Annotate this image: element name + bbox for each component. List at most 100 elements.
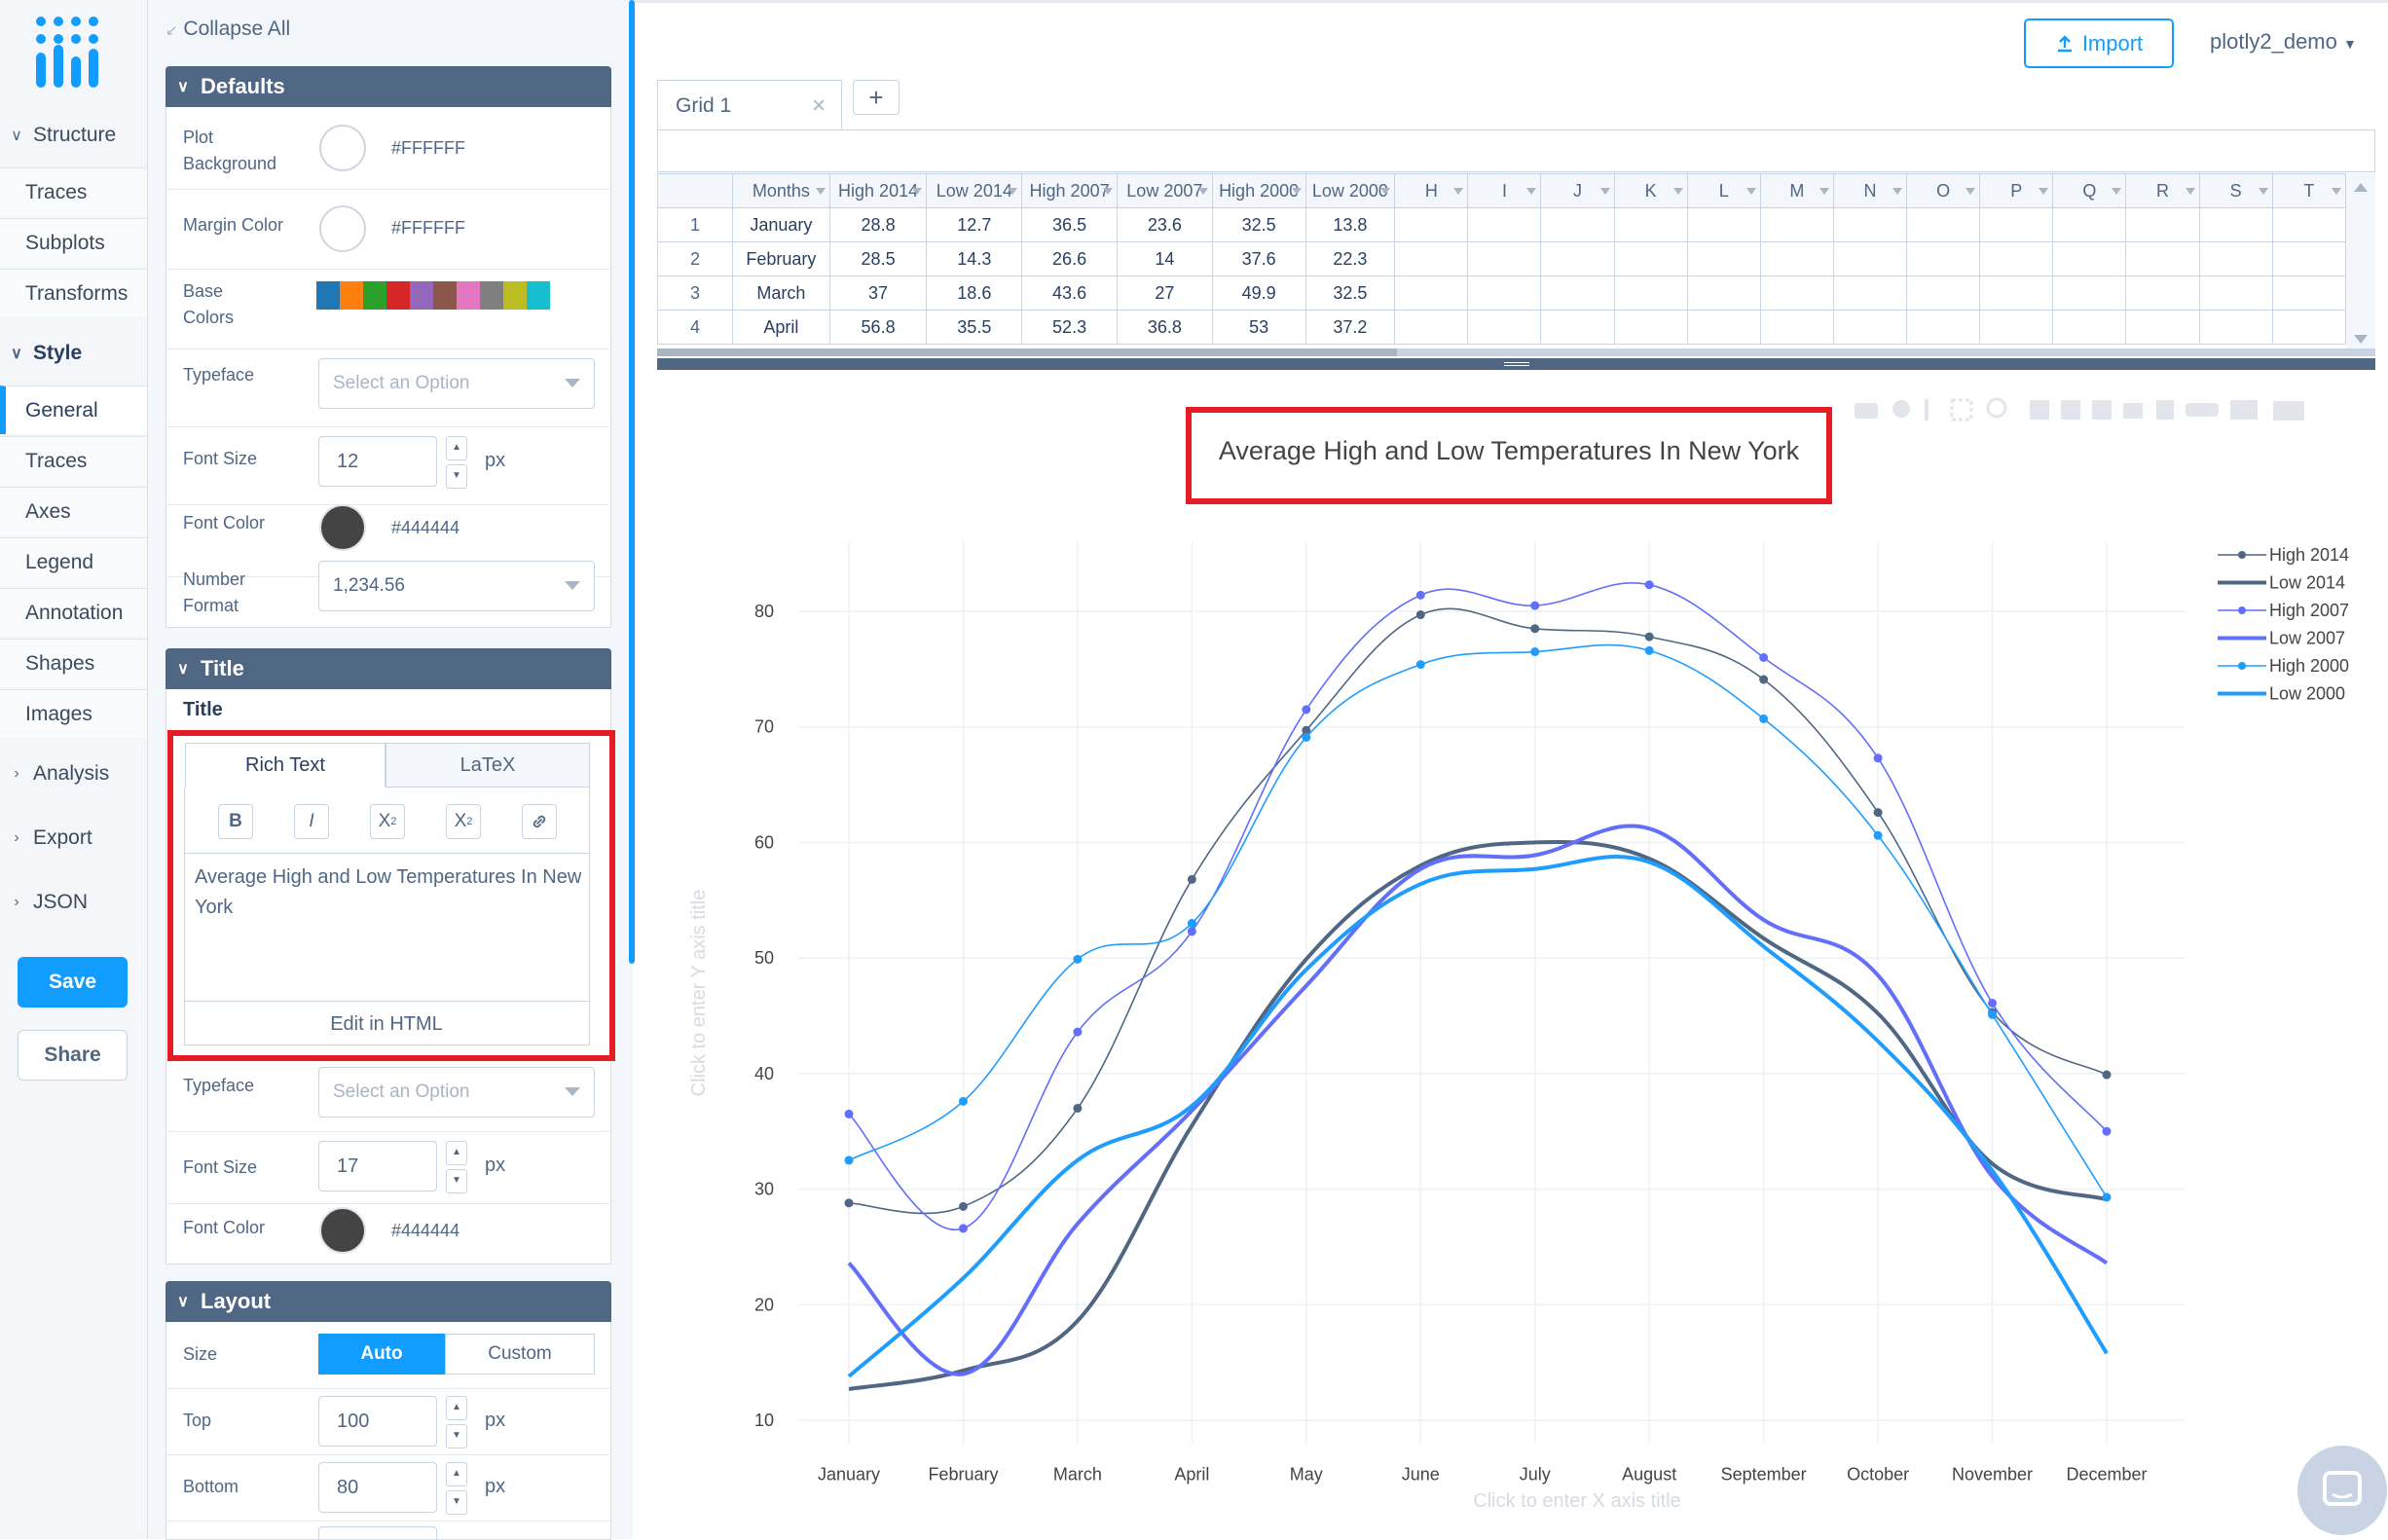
plotly-logo-icon[interactable] — [29, 14, 117, 92]
legend-item[interactable]: Low 2007 — [2218, 629, 2345, 648]
data-point[interactable] — [1073, 1103, 1083, 1113]
caret-down-icon[interactable] — [1197, 188, 1208, 195]
row-number[interactable]: 4 — [657, 310, 734, 345]
typeface-select[interactable]: Select an Option — [318, 358, 595, 409]
table-cell[interactable] — [1394, 207, 1469, 242]
table-cell[interactable] — [2125, 241, 2200, 276]
nav-item-images[interactable]: Images — [0, 689, 147, 738]
plot-background-swatch[interactable] — [319, 125, 366, 171]
table-cell[interactable] — [1832, 310, 1908, 345]
table-cell[interactable] — [1467, 241, 1542, 276]
data-point[interactable] — [1644, 645, 1654, 655]
column-header[interactable]: S — [2198, 173, 2273, 208]
collapse-all-button[interactable]: ↙ Collapse All — [165, 18, 290, 41]
data-point[interactable] — [1759, 675, 1769, 684]
grid-tab[interactable]: Grid 1 × — [657, 80, 842, 130]
import-button[interactable]: Import — [2024, 18, 2174, 68]
share-button[interactable]: Share — [18, 1030, 128, 1081]
table-cell[interactable] — [1832, 275, 1908, 311]
table-cell[interactable] — [1979, 275, 2054, 311]
chart-legend[interactable]: High 2014 Low 2014 High 2007 Low 2007 High 2… — [2218, 545, 2349, 704]
nav-section-structure[interactable]: ∨ Structure — [0, 111, 147, 160]
data-point[interactable] — [1759, 652, 1769, 662]
data-point[interactable] — [1415, 660, 1425, 670]
table-cell[interactable]: February — [732, 241, 830, 276]
bottom-margin-input[interactable]: 80 — [318, 1462, 437, 1513]
data-point[interactable] — [1073, 954, 1083, 964]
table-cell[interactable]: 22.3 — [1304, 241, 1396, 276]
caret-down-icon[interactable] — [2112, 188, 2122, 195]
data-point[interactable] — [1073, 1027, 1083, 1037]
data-point[interactable] — [2102, 1192, 2112, 1202]
caret-down-icon[interactable] — [815, 188, 826, 195]
table-cell[interactable] — [1686, 275, 1761, 311]
layout-section-header[interactable]: ∨ Layout — [165, 1281, 611, 1322]
table-cell[interactable]: 53 — [1211, 310, 1306, 345]
base-color-swatch[interactable] — [457, 281, 480, 310]
column-header[interactable]: I — [1467, 173, 1542, 208]
nav-section-export[interactable]: › Export — [0, 814, 147, 862]
size-custom-toggle[interactable]: Custom — [445, 1334, 595, 1375]
table-cell[interactable] — [1759, 310, 1834, 345]
table-cell[interactable]: 52.3 — [1021, 310, 1118, 345]
table-cell[interactable] — [1394, 310, 1469, 345]
table-cell[interactable] — [1759, 241, 1834, 276]
table-cell[interactable]: 35.5 — [926, 310, 1023, 345]
panel-scrollbar[interactable] — [629, 0, 635, 964]
legend-item[interactable]: High 2000 — [2218, 656, 2349, 676]
table-cell[interactable] — [2271, 207, 2346, 242]
add-grid-button[interactable]: + — [853, 80, 900, 115]
table-cell[interactable] — [1540, 241, 1615, 276]
data-point[interactable] — [1187, 927, 1196, 936]
data-point[interactable] — [844, 1155, 854, 1165]
table-cell[interactable]: 23.6 — [1116, 207, 1213, 242]
user-menu[interactable]: plotly2_demo ▼ — [2210, 29, 2357, 55]
caret-down-icon[interactable] — [1380, 188, 1391, 195]
table-cell[interactable] — [1613, 275, 1688, 311]
table-cell[interactable] — [1686, 310, 1761, 345]
link-button[interactable] — [522, 804, 557, 839]
caret-down-icon[interactable] — [1819, 188, 1829, 195]
data-point[interactable] — [1988, 998, 1998, 1008]
save-button[interactable]: Save — [18, 957, 128, 1008]
grid-horizontal-scrollbar[interactable] — [657, 348, 2375, 356]
data-point[interactable] — [1644, 580, 1654, 590]
data-point[interactable] — [2102, 1126, 2112, 1136]
table-cell[interactable]: 37.6 — [1211, 241, 1306, 276]
table-cell[interactable]: January — [732, 207, 830, 242]
base-color-swatch[interactable] — [503, 281, 527, 310]
data-point[interactable] — [1530, 647, 1540, 657]
table-cell[interactable]: 43.6 — [1021, 275, 1118, 311]
title-rich-text-content[interactable]: Average High and Low Temperatures In New… — [195, 866, 582, 918]
column-header[interactable]: High 2014 — [828, 173, 928, 208]
series-line-low-2007[interactable] — [847, 824, 2109, 1376]
column-header[interactable]: Low 2007 — [1116, 173, 1213, 208]
table-cell[interactable] — [2052, 241, 2127, 276]
nav-item-shapes[interactable]: Shapes — [0, 639, 147, 687]
table-cell[interactable] — [1979, 241, 2054, 276]
chat-support-button[interactable] — [2297, 1446, 2387, 1535]
table-cell[interactable]: 32.5 — [1304, 275, 1396, 311]
table-cell[interactable] — [2271, 275, 2346, 311]
data-point[interactable] — [1530, 601, 1540, 610]
tab-latex[interactable]: LaTeX — [386, 743, 590, 788]
data-point[interactable] — [1873, 753, 1883, 763]
table-cell[interactable] — [1540, 275, 1615, 311]
table-cell[interactable]: 14 — [1116, 241, 1213, 276]
data-point[interactable] — [958, 1224, 968, 1233]
column-header[interactable]: H — [1394, 173, 1469, 208]
table-cell[interactable] — [1906, 207, 1981, 242]
table-cell[interactable]: 12.7 — [926, 207, 1023, 242]
legend-item[interactable]: High 2014 — [2218, 545, 2349, 565]
font-size-input[interactable]: 12 — [318, 436, 437, 487]
table-cell[interactable] — [2125, 207, 2200, 242]
table-cell[interactable] — [1467, 275, 1542, 311]
column-header[interactable]: R — [2125, 173, 2200, 208]
table-cell[interactable]: 36.8 — [1116, 310, 1213, 345]
table-cell[interactable] — [2125, 310, 2200, 345]
scroll-up-icon[interactable] — [2354, 183, 2368, 192]
scroll-down-icon[interactable] — [2354, 335, 2368, 344]
column-header[interactable]: Months — [732, 173, 830, 208]
bold-button[interactable]: B — [218, 804, 253, 839]
